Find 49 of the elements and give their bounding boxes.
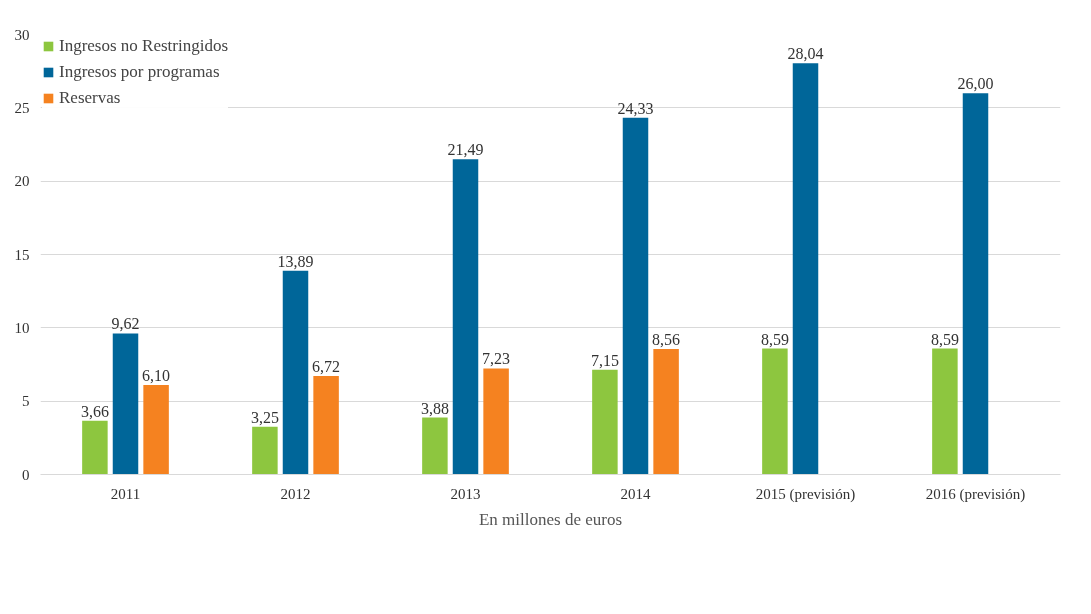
bar	[143, 385, 169, 475]
bar	[762, 348, 788, 475]
x-tick-label: 2015 (previsión)	[755, 485, 856, 503]
bar	[653, 348, 679, 475]
data-label: 21,49	[447, 141, 484, 159]
legend-label: Ingresos no Restringidos	[59, 36, 229, 56]
data-label: 7,15	[590, 351, 619, 369]
data-label: 26,00	[957, 75, 994, 93]
x-tick-label: 2016 (previsión)	[925, 485, 1026, 503]
bar	[252, 426, 278, 475]
bar	[112, 333, 139, 475]
bar	[483, 368, 509, 475]
y-tick-label: 5	[22, 393, 30, 410]
data-label: 8,59	[930, 330, 959, 348]
data-label: 24,33	[617, 99, 654, 117]
y-tick-label: 25	[14, 99, 30, 116]
data-label: 8,59	[760, 330, 789, 348]
legend-label: Ingresos por programas	[59, 62, 220, 82]
legend-label: Reservas	[59, 88, 121, 108]
data-label: 3,66	[80, 402, 109, 420]
data-label: 6,10	[142, 367, 171, 385]
bar	[622, 117, 649, 475]
x-tick-label: 2012	[280, 485, 311, 502]
data-label: 7,23	[482, 350, 511, 368]
bar	[962, 93, 989, 475]
x-tick-label: 2013	[450, 485, 481, 502]
data-label: 28,04	[787, 45, 824, 63]
bar	[313, 375, 339, 475]
bar	[422, 417, 448, 475]
y-tick-label: 30	[14, 26, 30, 43]
y-tick-label: 20	[14, 173, 30, 190]
data-label: 8,56	[652, 330, 681, 348]
bar	[592, 369, 618, 475]
data-label: 9,62	[111, 315, 140, 333]
data-label: 6,72	[312, 357, 341, 375]
bar	[792, 63, 819, 475]
data-label: 3,25	[250, 408, 279, 426]
y-tick-label: 0	[22, 466, 30, 483]
data-label: 3,88	[420, 399, 449, 417]
bar	[282, 270, 309, 475]
data-label: 13,89	[277, 252, 314, 270]
bar	[82, 420, 108, 475]
text: En millones de euros	[478, 509, 623, 529]
y-tick-label: 15	[14, 246, 30, 263]
bar	[452, 159, 479, 475]
bar	[932, 348, 958, 475]
x-tick-label: 2011	[110, 485, 141, 502]
y-tick-label: 10	[14, 319, 30, 336]
x-tick-label: 2014	[620, 485, 651, 502]
